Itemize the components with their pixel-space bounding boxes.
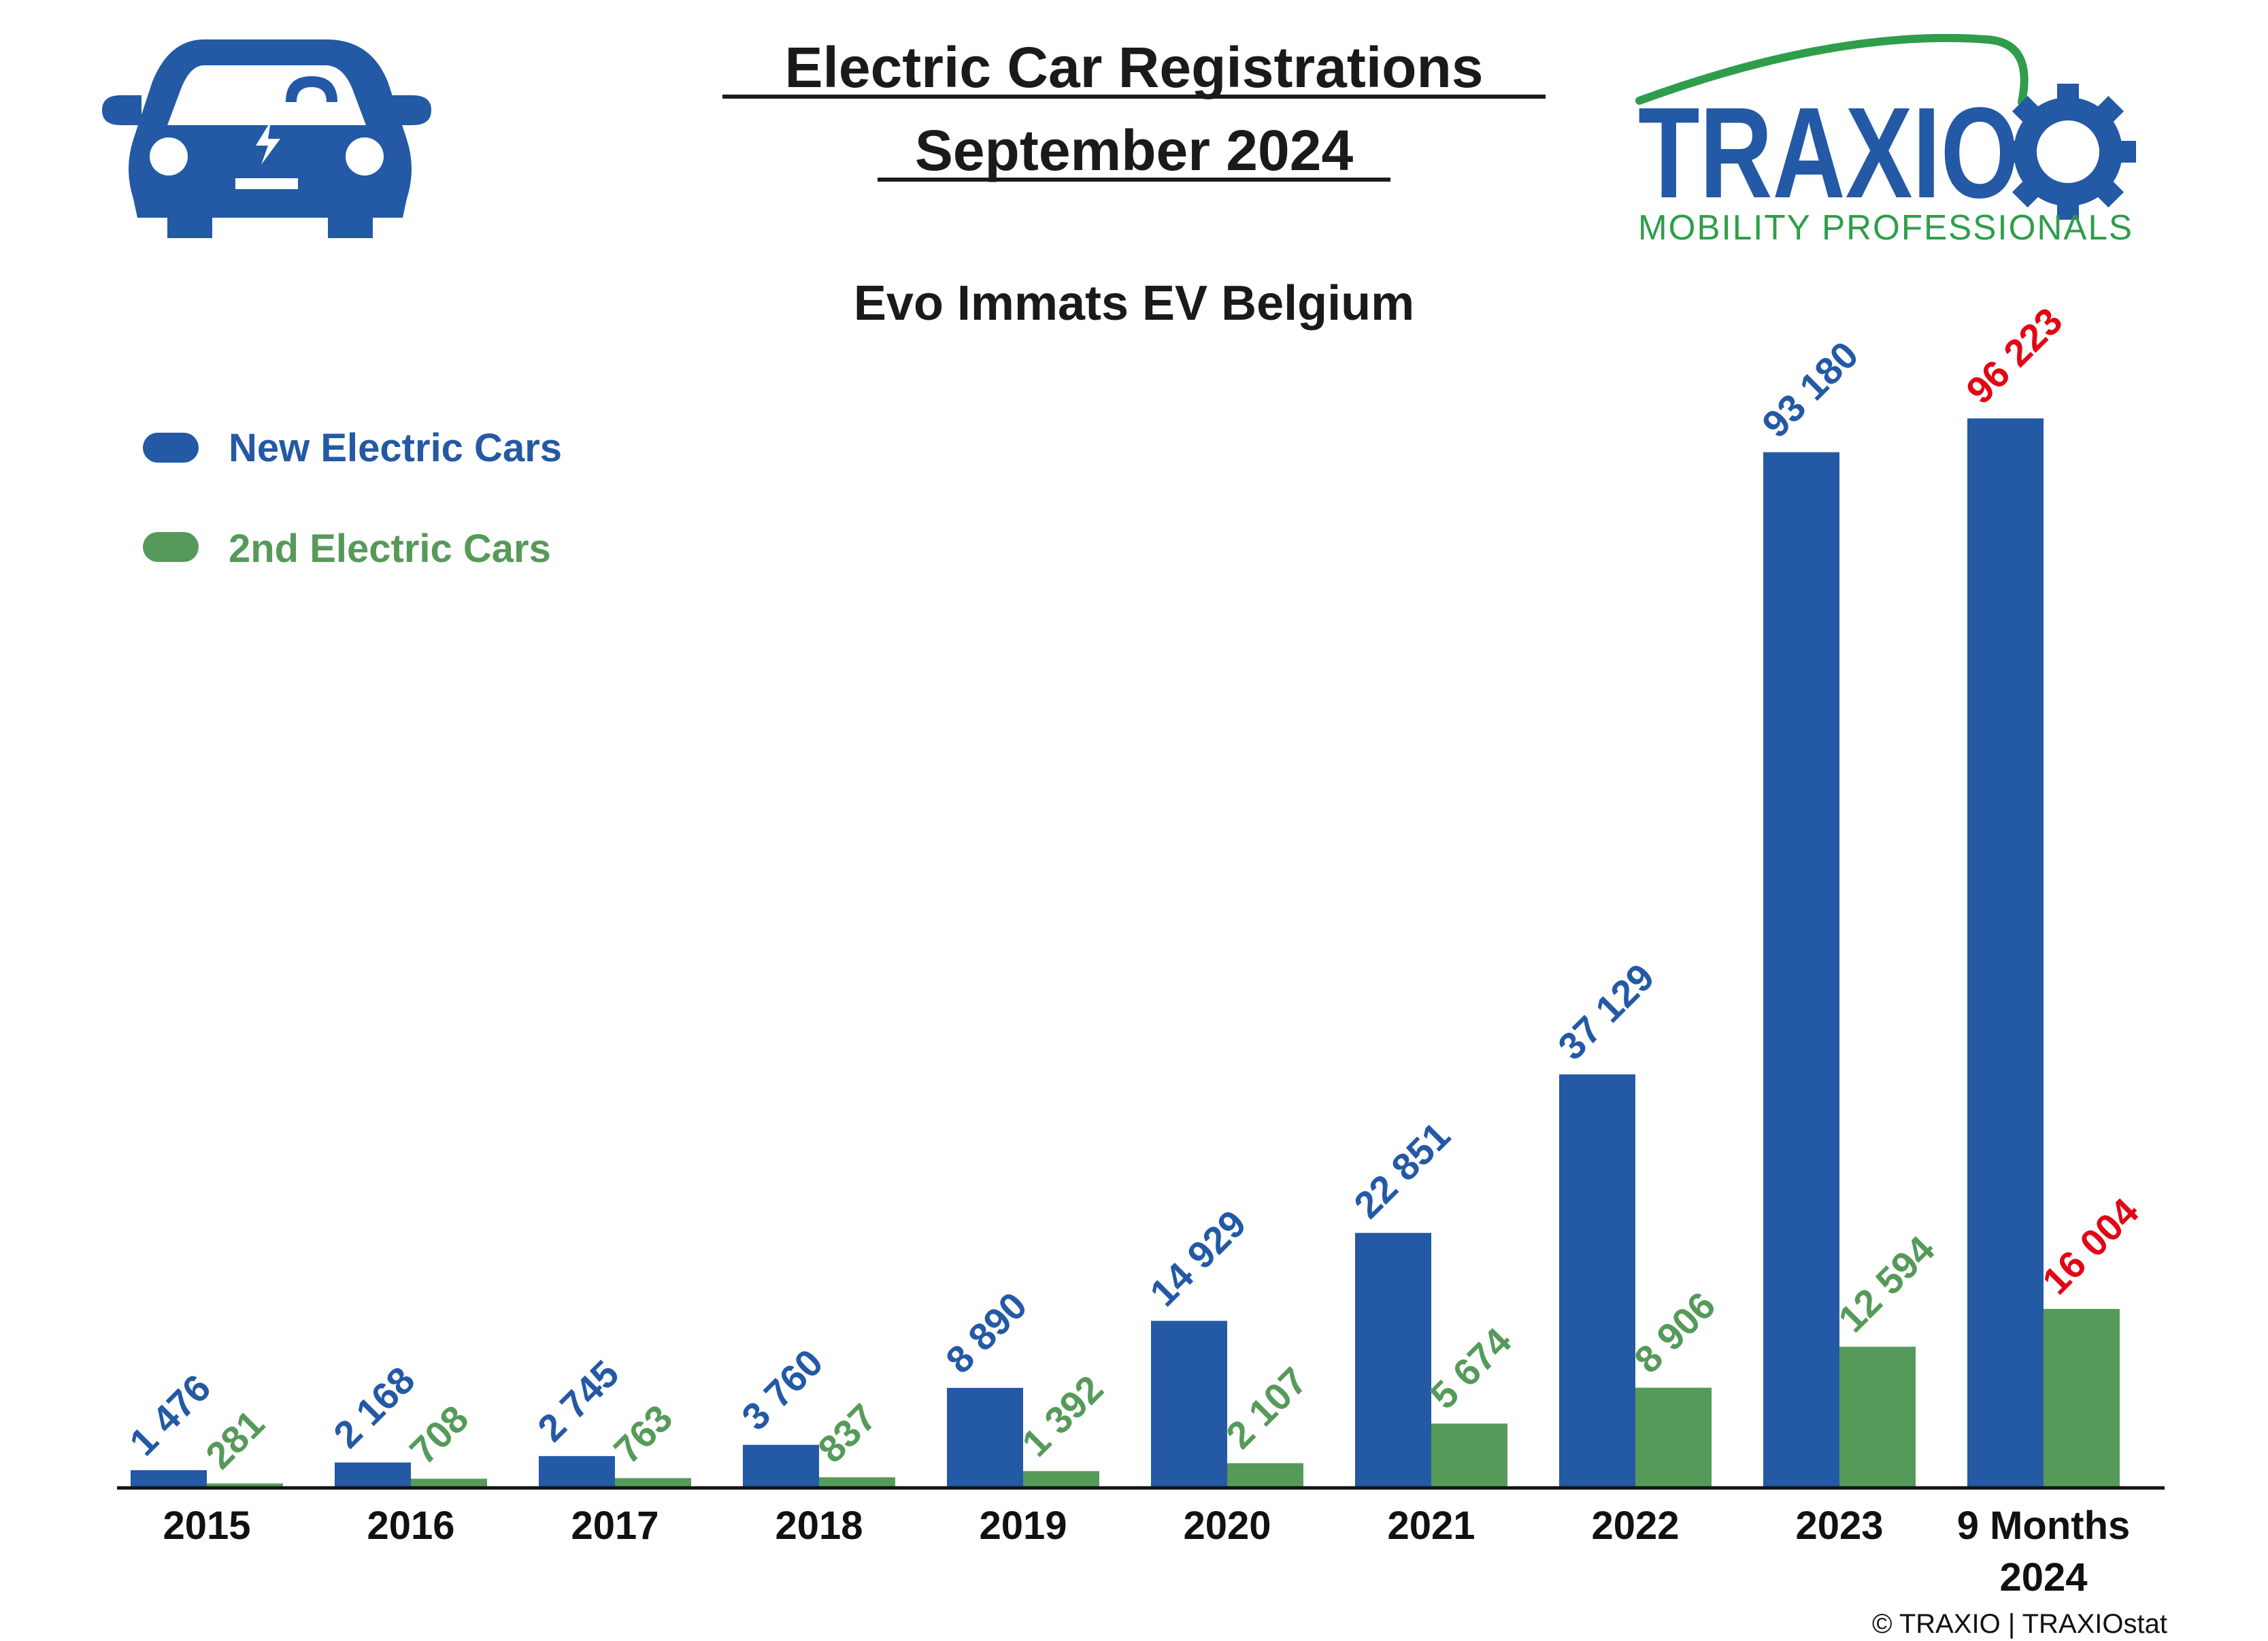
value-label-new-6: 22 851 [1346,1114,1458,1227]
bar-second-4 [1023,1471,1099,1487]
bar-second-6 [1431,1423,1507,1487]
value-label-second-5: 2 107 [1218,1359,1316,1457]
logo-swoosh [1635,33,2029,106]
value-label-new-3: 3 760 [733,1340,831,1438]
legend-swatch-new [143,433,199,463]
bar-new-1 [335,1462,411,1487]
value-label-new-4: 8 890 [937,1284,1035,1382]
legend-label-new: New Electric Cars [229,426,562,470]
value-label-new-9: 96 223 [1958,299,2071,412]
value-label-second-3: 837 [810,1395,885,1471]
bar-new-3 [743,1444,819,1487]
x-tick-label-9: 9 Months 2024 [1957,1504,2131,1599]
bar-second-0 [207,1483,283,1487]
bar-second-2 [615,1478,691,1487]
bar-new-7 [1559,1074,1635,1487]
bar-new-5 [1151,1321,1227,1487]
bar-second-8 [1839,1346,1916,1487]
x-tick-label-3: 2018 [775,1504,863,1548]
bar-second-5 [1227,1463,1303,1487]
x-tick-label-5: 2020 [1183,1504,1271,1548]
x-tick-label-1: 2016 [367,1504,454,1548]
value-label-second-7: 8 906 [1626,1284,1724,1382]
bar-second-7 [1635,1387,1712,1487]
credit-text: © TRAXIO | TRAXIOstat [1872,1609,2167,1639]
bars [131,418,2120,1487]
traxio-logo: TRAXIO MOBILITY PROFESSIONALS [1635,33,2136,248]
bar-new-0 [131,1470,207,1487]
bar-second-1 [411,1478,487,1487]
logo-brand: TRAXIO [1638,81,2019,225]
bar-new-4 [947,1387,1023,1487]
page-title: Electric Car Registrations [784,35,1483,99]
legend: New Electric Cars 2nd Electric Cars [143,426,562,571]
bar-second-9 [2044,1308,2120,1487]
value-label-new-5: 14 929 [1141,1201,1254,1314]
bar-new-2 [539,1456,615,1487]
x-tick-label-4: 2019 [979,1504,1067,1548]
logo-tagline: MOBILITY PROFESSIONALS [1638,208,2133,248]
x-tick-label-6: 2021 [1387,1504,1475,1548]
bar-second-3 [819,1477,895,1487]
value-label-second-0: 281 [197,1402,273,1477]
chart-title: Evo Immats EV Belgium [854,276,1414,331]
value-label-second-8: 12 594 [1830,1227,1943,1340]
bar-new-9 [1967,418,2044,1487]
legend-swatch-second [143,532,199,562]
gear-icon [2000,84,2136,220]
x-tick-label-7: 2022 [1591,1504,1679,1548]
bar-new-6 [1355,1233,1431,1487]
bar-new-8 [1763,452,1839,1487]
x-axis-ticks: 2015 2016 2017 2018 2019 2020 2021 2022 2023 9 Mo… [163,1504,2130,1599]
x-tick-label-0: 2015 [163,1504,250,1548]
x-tick-label-8: 2023 [1795,1504,1883,1548]
value-label-second-2: 763 [605,1396,681,1472]
page-subtitle: September 2024 [915,118,1354,182]
value-label-second-4: 1 392 [1014,1367,1112,1465]
x-tick-label-2: 2017 [571,1504,658,1548]
value-label-second-9: 16 004 [2034,1190,2147,1303]
electric-car-icon [102,39,431,238]
value-label-second-1: 708 [401,1397,477,1472]
value-label-new-7: 37 129 [1550,955,1663,1068]
value-label-new-8: 93 180 [1754,333,1867,446]
value-label-second-6: 5 674 [1422,1319,1520,1417]
legend-label-second: 2nd Electric Cars [229,527,551,571]
